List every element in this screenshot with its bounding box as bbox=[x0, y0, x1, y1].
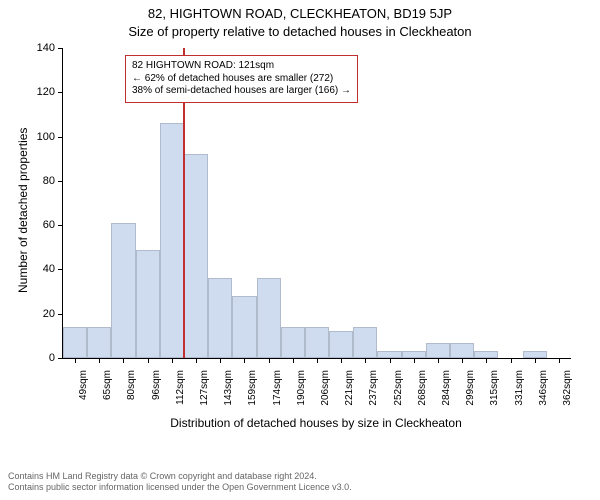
y-tick-label: 100 bbox=[37, 131, 63, 143]
plot-area: 02040608010012014049sqm65sqm80sqm96sqm11… bbox=[62, 48, 571, 359]
y-tick-label: 40 bbox=[43, 263, 63, 275]
histogram-bar bbox=[257, 278, 281, 358]
footer-line2: Contains public sector information licen… bbox=[8, 482, 352, 494]
histogram-bar bbox=[450, 343, 474, 359]
histogram-bar bbox=[160, 123, 184, 358]
x-tick-label: 362sqm bbox=[562, 366, 573, 402]
histogram-bar bbox=[305, 327, 329, 358]
x-tick-label: 174sqm bbox=[272, 366, 283, 402]
annotation-line: 38% of semi-detached houses are larger (… bbox=[132, 85, 351, 98]
y-tick-label: 60 bbox=[43, 219, 63, 231]
annotation-line: 82 HIGHTOWN ROAD: 121sqm bbox=[132, 60, 351, 73]
y-axis-title: Number of detached properties bbox=[16, 128, 30, 293]
annotation-line: ← 62% of detached houses are smaller (27… bbox=[132, 73, 351, 86]
x-tick bbox=[99, 358, 100, 363]
footer-attribution: Contains HM Land Registry data © Crown c… bbox=[8, 471, 352, 494]
histogram-bar bbox=[474, 351, 498, 358]
y-tick-label: 20 bbox=[43, 308, 63, 320]
x-tick bbox=[390, 358, 391, 363]
x-tick-label: 65sqm bbox=[102, 366, 113, 396]
x-tick bbox=[220, 358, 221, 363]
x-tick-label: 237sqm bbox=[368, 366, 379, 402]
x-tick-label: 206sqm bbox=[320, 366, 331, 402]
x-tick-label: 112sqm bbox=[175, 366, 186, 401]
x-tick bbox=[196, 358, 197, 363]
y-tick-label: 140 bbox=[37, 42, 63, 54]
y-tick-label: 0 bbox=[49, 352, 63, 364]
x-tick bbox=[244, 358, 245, 363]
y-tick-label: 120 bbox=[37, 86, 63, 98]
header-subtitle: Size of property relative to detached ho… bbox=[0, 24, 600, 39]
histogram-bar bbox=[63, 327, 87, 358]
x-tick-label: 80sqm bbox=[126, 366, 137, 396]
histogram-bar bbox=[281, 327, 305, 358]
x-tick-label: 268sqm bbox=[417, 366, 428, 402]
x-tick bbox=[486, 358, 487, 363]
histogram-bar bbox=[353, 327, 377, 358]
histogram-bar bbox=[329, 331, 353, 358]
x-tick bbox=[438, 358, 439, 363]
x-tick-label: 190sqm bbox=[296, 366, 307, 402]
x-tick bbox=[123, 358, 124, 363]
histogram-bar bbox=[87, 327, 111, 358]
x-tick-label: 299sqm bbox=[465, 366, 476, 402]
x-tick bbox=[414, 358, 415, 363]
histogram-bar bbox=[136, 250, 160, 359]
x-tick-label: 127sqm bbox=[199, 366, 210, 402]
x-tick-label: 315sqm bbox=[489, 366, 500, 402]
x-tick bbox=[75, 358, 76, 363]
x-tick bbox=[269, 358, 270, 363]
histogram-bar bbox=[208, 278, 232, 358]
x-tick bbox=[148, 358, 149, 363]
annotation-box: 82 HIGHTOWN ROAD: 121sqm← 62% of detache… bbox=[125, 55, 358, 103]
x-tick-label: 159sqm bbox=[247, 366, 258, 402]
histogram-bar bbox=[232, 296, 256, 358]
histogram-bar bbox=[402, 351, 426, 358]
x-tick bbox=[462, 358, 463, 363]
x-axis-title: Distribution of detached houses by size … bbox=[62, 416, 570, 430]
x-tick bbox=[293, 358, 294, 363]
x-tick bbox=[365, 358, 366, 363]
histogram-bar bbox=[377, 351, 401, 358]
x-tick-label: 96sqm bbox=[151, 366, 162, 396]
x-tick-label: 331sqm bbox=[514, 366, 525, 402]
x-tick bbox=[172, 358, 173, 363]
chart-root: 82, HIGHTOWN ROAD, CLECKHEATON, BD19 5JP… bbox=[0, 0, 600, 500]
histogram-bar bbox=[111, 223, 135, 358]
x-tick bbox=[559, 358, 560, 363]
histogram-bar bbox=[426, 343, 450, 359]
histogram-bar bbox=[184, 154, 208, 358]
histogram-bar bbox=[523, 351, 547, 358]
x-tick-label: 346sqm bbox=[538, 366, 549, 402]
x-tick-label: 221sqm bbox=[344, 366, 355, 402]
x-tick-label: 252sqm bbox=[393, 366, 404, 402]
header-address: 82, HIGHTOWN ROAD, CLECKHEATON, BD19 5JP bbox=[0, 6, 600, 21]
footer-line1: Contains HM Land Registry data © Crown c… bbox=[8, 471, 352, 483]
x-tick bbox=[317, 358, 318, 363]
x-tick-label: 49sqm bbox=[78, 366, 89, 396]
x-tick bbox=[535, 358, 536, 363]
x-tick bbox=[341, 358, 342, 363]
x-tick-label: 143sqm bbox=[223, 366, 234, 402]
y-tick-label: 80 bbox=[43, 175, 63, 187]
x-tick bbox=[511, 358, 512, 363]
x-tick-label: 284sqm bbox=[441, 366, 452, 402]
